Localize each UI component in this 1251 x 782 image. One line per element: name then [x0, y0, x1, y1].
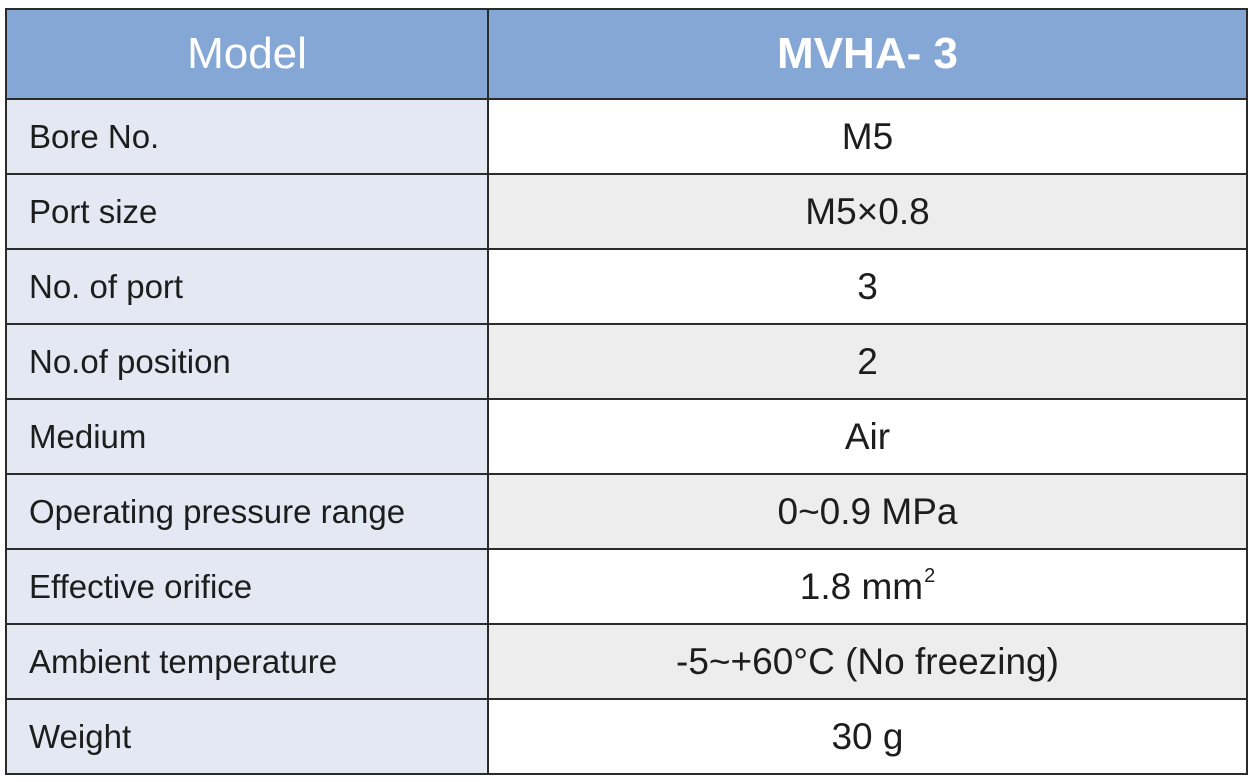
table-row: Ambient temperature -5~+60°C (No freezin…: [5, 623, 1248, 700]
header-label: Model: [5, 8, 489, 100]
superscript: 2: [924, 565, 936, 587]
table-row: Weight 30 g: [5, 698, 1248, 775]
row-value: 0~0.9 MPa: [487, 473, 1248, 550]
row-value: M5: [487, 98, 1248, 175]
row-value: Air: [487, 398, 1248, 475]
row-label: No.of position: [5, 323, 489, 400]
table-row: Medium Air: [5, 398, 1248, 475]
row-value: 1.8 mm2: [487, 548, 1248, 625]
row-value-text: 1.8 mm: [799, 566, 924, 607]
row-label: No. of port: [5, 248, 489, 325]
table-row: Port size M5×0.8: [5, 173, 1248, 250]
row-label: Effective orifice: [5, 548, 489, 625]
table-row: No. of port 3: [5, 248, 1248, 325]
spec-table: Model MVHA- 3 Bore No. M5 Port size M5×0…: [5, 8, 1248, 775]
row-label: Port size: [5, 173, 489, 250]
row-label: Medium: [5, 398, 489, 475]
header-row: Model MVHA- 3: [5, 8, 1248, 100]
header-model-value: MVHA- 3: [487, 8, 1248, 100]
row-value: 3: [487, 248, 1248, 325]
table-row: Bore No. M5: [5, 98, 1248, 175]
row-label: Bore No.: [5, 98, 489, 175]
row-value: 30 g: [487, 698, 1248, 775]
row-value: -5~+60°C (No freezing): [487, 623, 1248, 700]
row-value: M5×0.8: [487, 173, 1248, 250]
table-row: Effective orifice 1.8 mm2: [5, 548, 1248, 625]
table-row: No.of position 2: [5, 323, 1248, 400]
row-label: Weight: [5, 698, 489, 775]
row-label: Ambient temperature: [5, 623, 489, 700]
table-row: Operating pressure range 0~0.9 MPa: [5, 473, 1248, 550]
row-value: 2: [487, 323, 1248, 400]
row-label: Operating pressure range: [5, 473, 489, 550]
